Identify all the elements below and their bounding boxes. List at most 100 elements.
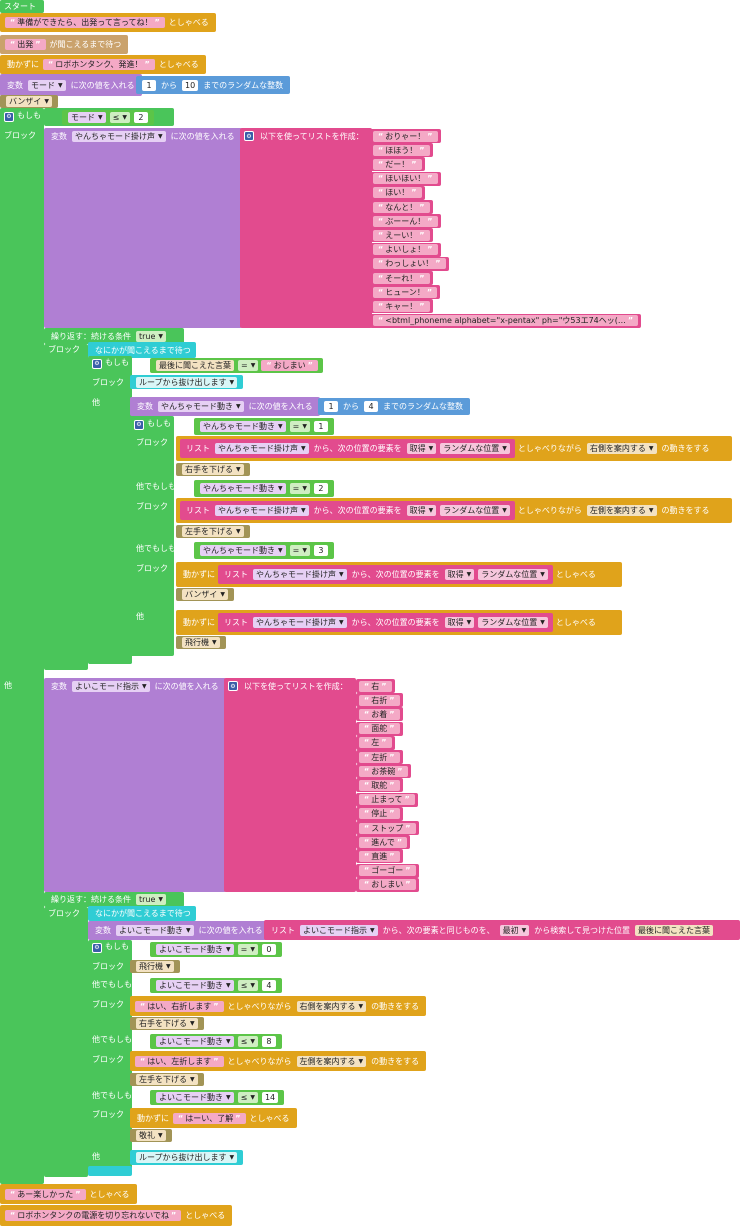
list-string-item[interactable]: “なんと！” [370, 200, 433, 214]
random-int-block[interactable]: 1 から 10 までのランダムな整数 [136, 76, 291, 94]
list-string-item[interactable]: “わっしょい！” [370, 256, 449, 271]
mode-var-ref[interactable]: モード ▼ [68, 112, 106, 123]
set-yancha-voice-block[interactable]: 変数 やんちゃモード掛け声 ▼ に次の値を入れる [44, 128, 242, 328]
list-string-item[interactable]: “左” [356, 735, 395, 750]
list-string-item[interactable]: “だー！” [370, 157, 425, 172]
list-string-item[interactable]: “止まって” [356, 792, 418, 807]
list-string-item[interactable]: “おしまい” [356, 877, 419, 892]
list-find-block[interactable]: リスト よいこモード指示 ▼ から、次の要素と同じものを、 最初 ▼ から検索して見… [264, 920, 740, 940]
create-list-yancha[interactable]: ⚙ 以下を使ってリストを作成： [240, 128, 372, 328]
list-string-item[interactable]: “左折” [356, 750, 403, 764]
list-string-item[interactable]: “ぶーーん！” [370, 214, 441, 229]
set-mode-block[interactable]: 変数 モード ▼ に次の値を入れる [0, 74, 142, 96]
list-string-item[interactable]: “直進” [356, 849, 403, 864]
list-get-random-1[interactable]: リスト やんちゃモード掛け声 ▼ から、次の位置の要素を 取得 ▼ ランダムな位置 ▼ [180, 439, 515, 458]
oshimai-string[interactable]: “おしまい” [261, 360, 318, 371]
list-string-item[interactable]: “ほい！” [370, 185, 425, 200]
gear-icon[interactable]: ⚙ [134, 420, 144, 430]
compare-ym-1[interactable]: やんちゃモード動き ▼ = ▼ 1 [194, 418, 334, 435]
list-string-item[interactable]: “ヒューン！” [370, 285, 441, 300]
list-string-item[interactable]: “<btml_phoneme alphabet="x-pentax" ph="ウ… [370, 313, 642, 328]
eq-op[interactable]: = ▼ [238, 360, 259, 371]
mode-var-dropdown[interactable]: モード ▼ [28, 79, 66, 91]
go-string[interactable]: “出発” [5, 39, 46, 50]
set-yoiko-move[interactable]: 変数 よいこモード動き ▼ に次の値を入れる [88, 921, 270, 940]
compare-ym-3[interactable]: やんちゃモード動き ▼ = ▼ 3 [194, 542, 334, 559]
gear-icon[interactable]: ⚙ [228, 681, 238, 691]
list-string-item[interactable]: “ゴーゴー” [356, 863, 419, 878]
list-string-item[interactable]: “停止” [356, 806, 403, 821]
num-10[interactable]: 10 [182, 79, 199, 91]
pose-banzai-2[interactable]: バンザイ ▼ [176, 588, 235, 601]
say-turn-right[interactable]: “はい、右折します” としゃべりながら 右側を案内する ▼ の動きをする [130, 996, 427, 1016]
ready-string[interactable]: “準備ができたら、出発って言ってね！” [5, 17, 165, 28]
say-power[interactable]: “ロボホンタンクの電源を切り忘れないでね” としゃべる [0, 1205, 233, 1226]
if-oshimai-block[interactable] [88, 356, 132, 664]
num-1[interactable]: 1 [142, 79, 156, 91]
repeat-while-1[interactable]: 繰り返す：続ける条件 true ▼ [44, 328, 184, 344]
say-random-right[interactable]: リスト やんちゃモード掛け声 ▼ から、次の位置の要素を 取得 ▼ ランダムな位置 ▼… [176, 436, 732, 461]
pose-right-hand-2[interactable]: 右手を下げる ▼ [130, 1017, 204, 1030]
if-yoiko-move[interactable] [88, 940, 132, 1170]
compare-yo-2[interactable]: よいこモード動き ▼ ≤ ▼ 4 [150, 978, 282, 993]
start-block[interactable]: スタート [0, 0, 44, 13]
compare-yo-4[interactable]: よいこモード動き ▼ ≤ ▼ 14 [150, 1090, 285, 1105]
list-string-item[interactable]: “お着” [356, 707, 403, 722]
compare-yo-3[interactable]: よいこモード動き ▼ ≤ ▼ 8 [150, 1034, 282, 1049]
say-random-4[interactable]: 動かずに リスト やんちゃモード掛け声 ▼ から、次の位置の要素を 取得 ▼ ランダ… [176, 610, 622, 635]
pose-banzai-dropdown[interactable]: バンザイ ▼ [6, 96, 53, 107]
break-loop-1[interactable]: ループから抜け出します ▼ [130, 375, 244, 389]
pose-right-hand-1[interactable]: 右手を下げる ▼ [176, 463, 250, 476]
say-turn-left[interactable]: “はい、左折します” としゃべりながら 左側を案内する ▼ の動きをする [130, 1051, 427, 1071]
wait-hear-block[interactable]: “出発” が聞こえるまで待つ [0, 35, 129, 54]
pose-left-hand-2[interactable]: 左手を下げる ▼ [130, 1073, 204, 1086]
pose-banzai-block[interactable]: バンザイ ▼ [0, 95, 59, 108]
yancha-move-var[interactable]: やんちゃモード動き ▼ [158, 401, 244, 412]
gear-icon[interactable]: ⚙ [92, 943, 102, 953]
say-random-3[interactable]: 動かずに リスト やんちゃモード掛け声 ▼ から、次の位置の要素を 取得 ▼ ランダ… [176, 562, 622, 587]
list-string-item[interactable]: “右” [356, 679, 395, 693]
list-string-item[interactable]: “右折” [356, 693, 403, 708]
list-get-random-2[interactable]: リスト やんちゃモード掛け声 ▼ から、次の位置の要素を 取得 ▼ ランダムな位置 ▼ [180, 501, 515, 520]
compare-heard[interactable]: 最後に聞こえた言葉 = ▼ “おしまい” [150, 358, 323, 373]
list-string-item[interactable]: “お茶碗” [356, 764, 411, 779]
say-random-left[interactable]: リスト やんちゃモード掛け声 ▼ から、次の位置の要素を 取得 ▼ ランダムな位置 ▼… [176, 498, 732, 523]
compare-ym-2[interactable]: やんちゃモード動き ▼ = ▼ 2 [194, 480, 334, 497]
pose-airplane-1[interactable]: 飛行機 ▼ [176, 636, 226, 649]
compare-yo-1[interactable]: よいこモード動き ▼ = ▼ 0 [150, 942, 282, 957]
random-int-2[interactable]: 1 から 4 までのランダムな整数 [318, 398, 470, 415]
list-string-item[interactable]: “ほほう！” [370, 143, 433, 158]
list-string-item[interactable]: “えーい！” [370, 228, 433, 243]
list-get-random-3[interactable]: リスト やんちゃモード掛け声 ▼ から、次の位置の要素を 取得 ▼ ランダムな位置 ▼ [218, 565, 553, 584]
list-string-item[interactable]: “おりゃー！” [370, 129, 441, 143]
repeat-while-2[interactable]: 繰り返す：続ける条件 true ▼ [44, 892, 184, 907]
list-string-item[interactable]: “よいしょ！” [370, 242, 441, 257]
true-dropdown-1[interactable]: true ▼ [136, 330, 167, 342]
last-heard-ref[interactable]: 最後に聞こえた言葉 [156, 360, 234, 371]
if-mode-block[interactable] [0, 108, 44, 1184]
le-op[interactable]: ≤ ▼ [109, 112, 130, 123]
gear-icon[interactable]: ⚙ [92, 359, 102, 369]
pose-salute[interactable]: 敬礼 ▼ [130, 1129, 172, 1142]
pose-airplane-2[interactable]: 飛行機 ▼ [130, 960, 180, 973]
if-yancha-move[interactable] [130, 416, 174, 656]
wait-something-1[interactable]: なにかが聞こえるまで待つ [88, 342, 196, 358]
gear-icon[interactable]: ⚙ [244, 131, 254, 141]
list-string-item[interactable]: “そーれ！” [370, 271, 433, 285]
list-string-item[interactable]: “面舵” [356, 721, 403, 736]
say-robot-block[interactable]: 動かずに “ロボホンタンク、発進！” としゃべる [0, 55, 206, 74]
say-fun[interactable]: “あー楽しかった” としゃべる [0, 1184, 137, 1204]
create-list-yoiko[interactable]: ⚙ 以下を使ってリストを作成： [224, 678, 356, 892]
break-dropdown-1[interactable]: ループから抜け出します ▼ [136, 376, 238, 388]
wait-something-2[interactable]: なにかが聞こえるまで待つ [88, 906, 196, 921]
pose-left-hand-1[interactable]: 左手を下げる ▼ [176, 525, 250, 538]
list-get-random-4[interactable]: リスト やんちゃモード掛け声 ▼ から、次の位置の要素を 取得 ▼ ランダムな位置 ▼ [218, 613, 553, 632]
compare-mode-block[interactable]: モード ▼ ≤ ▼ 2 [62, 110, 154, 125]
list-string-item[interactable]: “取舵” [356, 778, 403, 793]
list-string-item[interactable]: “ほいほい！” [370, 171, 441, 186]
break-loop-2[interactable]: ループから抜け出します ▼ [130, 1150, 244, 1165]
set-yoiko-cmd[interactable]: 変数 よいこモード指示 ▼ に次の値を入れる [44, 678, 226, 892]
list-string-item[interactable]: “ストップ” [356, 821, 419, 835]
robot-string[interactable]: “ロボホンタンク、発進！” [43, 59, 155, 70]
num-2[interactable]: 2 [133, 112, 148, 123]
